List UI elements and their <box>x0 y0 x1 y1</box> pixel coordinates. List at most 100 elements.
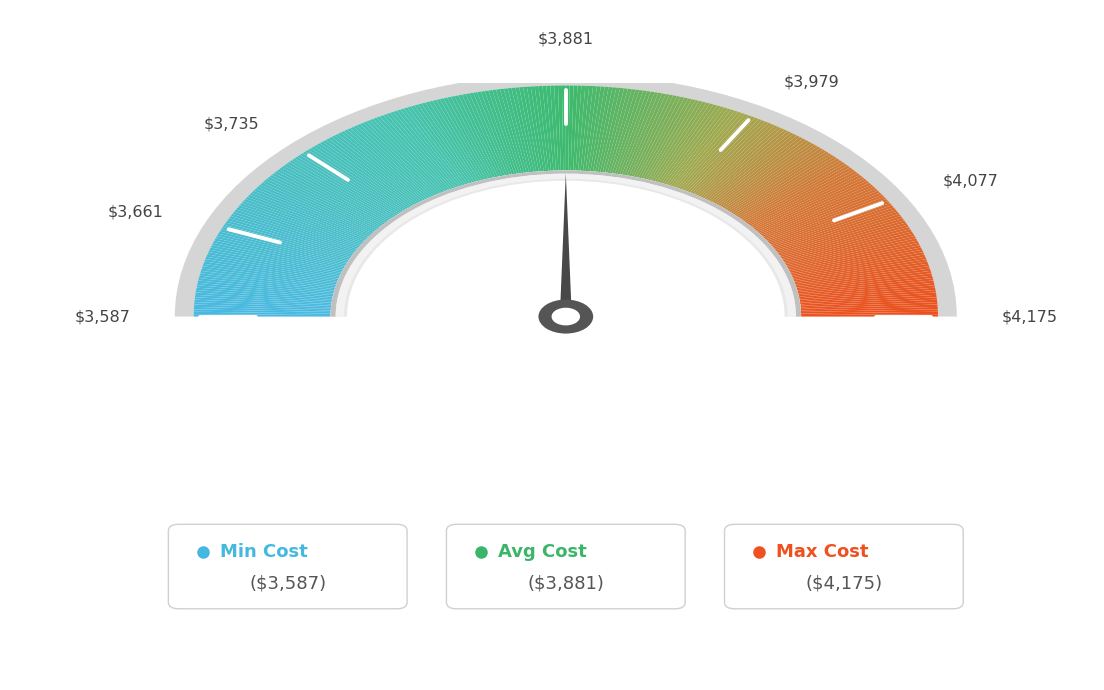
Wedge shape <box>798 278 933 294</box>
Wedge shape <box>692 121 768 194</box>
Wedge shape <box>593 87 613 172</box>
Wedge shape <box>229 216 354 255</box>
Wedge shape <box>201 268 336 288</box>
Wedge shape <box>469 92 507 175</box>
Wedge shape <box>737 159 840 217</box>
Wedge shape <box>756 181 869 232</box>
Wedge shape <box>331 135 420 203</box>
Wedge shape <box>583 86 597 171</box>
Wedge shape <box>256 187 371 236</box>
Wedge shape <box>772 205 894 248</box>
Wedge shape <box>779 220 905 257</box>
Wedge shape <box>742 164 848 221</box>
Text: $3,661: $3,661 <box>108 205 163 220</box>
Wedge shape <box>601 88 624 172</box>
Wedge shape <box>220 229 348 263</box>
Wedge shape <box>708 132 794 201</box>
Wedge shape <box>311 146 406 210</box>
Wedge shape <box>282 166 388 222</box>
Wedge shape <box>274 171 383 226</box>
Wedge shape <box>261 183 374 233</box>
Wedge shape <box>267 177 379 230</box>
Wedge shape <box>350 127 432 197</box>
Wedge shape <box>798 283 935 297</box>
Wedge shape <box>211 245 342 273</box>
Text: ($4,175): ($4,175) <box>805 574 882 592</box>
Wedge shape <box>775 212 899 252</box>
Wedge shape <box>447 97 493 178</box>
Wedge shape <box>700 127 782 197</box>
Wedge shape <box>534 86 549 171</box>
Wedge shape <box>317 144 411 208</box>
Wedge shape <box>734 155 835 215</box>
Wedge shape <box>205 257 339 280</box>
Text: $3,979: $3,979 <box>784 75 839 90</box>
Wedge shape <box>565 86 570 170</box>
Wedge shape <box>233 212 357 252</box>
Wedge shape <box>794 259 927 282</box>
Wedge shape <box>603 88 628 172</box>
Wedge shape <box>237 205 360 248</box>
Wedge shape <box>436 99 486 179</box>
Wedge shape <box>308 148 405 211</box>
Wedge shape <box>289 160 393 219</box>
Text: $3,881: $3,881 <box>538 31 594 46</box>
Wedge shape <box>546 86 556 170</box>
Wedge shape <box>679 114 749 189</box>
Wedge shape <box>234 210 358 250</box>
Wedge shape <box>314 145 408 209</box>
Wedge shape <box>550 86 559 170</box>
Wedge shape <box>197 285 332 298</box>
Wedge shape <box>800 297 937 306</box>
Wedge shape <box>615 90 647 174</box>
Wedge shape <box>659 104 718 183</box>
Wedge shape <box>800 302 937 309</box>
Wedge shape <box>688 119 762 193</box>
Text: ($3,881): ($3,881) <box>528 574 604 592</box>
Wedge shape <box>597 88 620 172</box>
Wedge shape <box>784 229 912 263</box>
Wedge shape <box>357 124 436 196</box>
Text: Min Cost: Min Cost <box>220 543 307 561</box>
Wedge shape <box>302 151 401 213</box>
Wedge shape <box>539 86 551 171</box>
Wedge shape <box>786 236 916 267</box>
Wedge shape <box>295 157 396 217</box>
Wedge shape <box>571 86 577 170</box>
Wedge shape <box>404 108 466 185</box>
Wedge shape <box>714 137 803 204</box>
Wedge shape <box>386 113 455 188</box>
Wedge shape <box>797 275 933 292</box>
Wedge shape <box>481 91 514 175</box>
Wedge shape <box>370 119 444 193</box>
FancyBboxPatch shape <box>724 524 963 609</box>
Wedge shape <box>335 134 422 202</box>
Wedge shape <box>269 175 380 228</box>
Wedge shape <box>694 123 772 195</box>
Wedge shape <box>542 86 553 170</box>
Wedge shape <box>242 201 362 245</box>
Wedge shape <box>710 134 797 202</box>
Wedge shape <box>195 295 331 304</box>
Wedge shape <box>450 96 496 177</box>
Wedge shape <box>195 290 332 302</box>
Wedge shape <box>657 104 713 182</box>
Wedge shape <box>477 92 512 175</box>
Wedge shape <box>795 264 930 285</box>
Wedge shape <box>562 86 565 170</box>
Wedge shape <box>575 86 585 170</box>
Wedge shape <box>461 94 502 176</box>
Wedge shape <box>760 185 873 235</box>
Wedge shape <box>712 135 800 203</box>
Wedge shape <box>343 130 427 199</box>
Text: Max Cost: Max Cost <box>776 543 869 561</box>
Wedge shape <box>306 150 403 213</box>
Wedge shape <box>726 148 824 211</box>
Wedge shape <box>793 255 925 279</box>
Wedge shape <box>474 92 510 175</box>
Wedge shape <box>747 169 854 225</box>
Wedge shape <box>672 110 739 187</box>
Wedge shape <box>200 273 335 290</box>
Wedge shape <box>204 259 338 282</box>
Wedge shape <box>777 216 903 255</box>
